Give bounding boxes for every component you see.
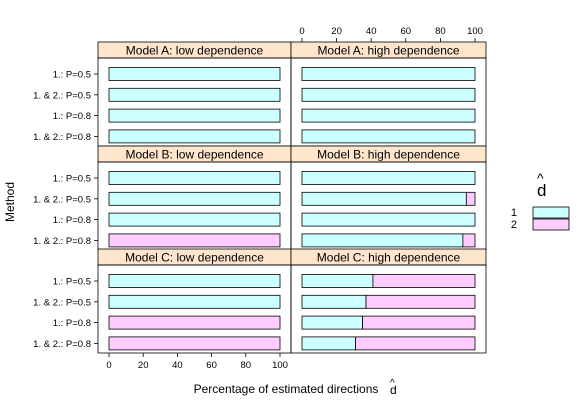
bar-segment-1: [301, 171, 476, 185]
x-tick-label: 60: [401, 26, 412, 37]
x-tick-label: 0: [299, 26, 304, 37]
panel-title: Model B: low dependence: [125, 148, 263, 162]
bar-segment-1: [301, 315, 363, 330]
x-tick-label: 40: [172, 360, 183, 371]
legend-label: 2: [511, 219, 517, 231]
y-tick-label: 1.: P=0.5: [53, 174, 91, 185]
bar-segment-2: [355, 336, 476, 351]
bar-segment-1: [301, 212, 476, 227]
x-tick-label: 60: [206, 360, 217, 371]
y-tick-label: 1.: P=0.8: [53, 111, 91, 122]
bar-segment-1: [108, 274, 281, 288]
legend-swatch: [532, 206, 570, 219]
y-tick-label: 1.: P=0.8: [53, 318, 91, 329]
x-tick-label: 40: [366, 26, 377, 37]
y-tick-label: 1.: P=0.8: [53, 215, 91, 226]
bar-segment-1: [301, 191, 467, 206]
y-tick-label: 1. & 2.: P=0.5: [33, 90, 91, 101]
bar-segment-1: [108, 294, 281, 309]
bar-segment-1: [301, 294, 367, 309]
y-tick-label: 1. & 2.: P=0.5: [33, 297, 91, 308]
panel-title: Model C: high dependence: [317, 251, 461, 265]
bar-segment-2: [108, 336, 281, 351]
panel-title: Model B: high dependence: [317, 148, 460, 162]
bar-segment-1: [108, 108, 281, 123]
bar-segment-2: [108, 233, 281, 248]
bar-segment-1: [108, 129, 281, 144]
legend-swatch: [532, 218, 570, 231]
bar-segment-2: [465, 191, 476, 206]
bar-segment-2: [372, 274, 476, 288]
y-tick-label: 1. & 2.: P=0.8: [33, 236, 91, 247]
panel-title: Model A: high dependence: [317, 44, 459, 58]
legend-title-symbol: d: [537, 181, 546, 200]
x-tick-label: 100: [467, 26, 483, 37]
y-tick-label: 1. & 2.: P=0.8: [33, 132, 91, 143]
x-axis-label-symbol: d: [390, 383, 397, 397]
x-tick-label: 0: [106, 360, 111, 371]
bar-segment-1: [301, 233, 464, 248]
y-tick-label: 1. & 2.: P=0.8: [33, 339, 91, 350]
bar-segment-1: [301, 129, 476, 144]
x-tick-label: 80: [435, 26, 446, 37]
panel-title: Model C: low dependence: [125, 251, 264, 265]
bar-segment-1: [108, 171, 281, 185]
bar-segment-1: [301, 336, 357, 351]
y-tick-label: 1. & 2.: P=0.5: [33, 194, 91, 205]
panel-frame: [290, 264, 487, 354]
x-tick-label: 20: [138, 360, 149, 371]
x-tick-label: 100: [272, 360, 288, 371]
legend-label: 1: [511, 207, 517, 219]
x-tick-label: 80: [241, 360, 252, 371]
bar-segment-1: [108, 191, 281, 206]
bar-segment-2: [365, 294, 476, 309]
bar-segment-1: [301, 274, 374, 288]
legend-title-hat: ^: [537, 170, 544, 186]
bar-segment-1: [108, 212, 281, 227]
bar-segment-1: [301, 108, 476, 123]
x-axis-label-hat: ^: [390, 378, 395, 389]
bar-segment-2: [362, 315, 476, 330]
y-tick-label: 1.: P=0.5: [53, 277, 91, 288]
bar-segment-2: [462, 233, 476, 248]
bar-segment-1: [301, 67, 476, 81]
bar-segment-1: [301, 87, 476, 102]
x-axis-label: Percentage of estimated directions: [194, 382, 379, 396]
panel-title: Model A: low dependence: [126, 44, 264, 58]
bar-segment-1: [108, 67, 281, 81]
y-axis-label: Method: [3, 182, 17, 222]
x-tick-label: 20: [331, 26, 342, 37]
bar-segment-2: [108, 315, 281, 330]
bar-segment-1: [108, 87, 281, 102]
y-tick-label: 1.: P=0.5: [53, 70, 91, 81]
